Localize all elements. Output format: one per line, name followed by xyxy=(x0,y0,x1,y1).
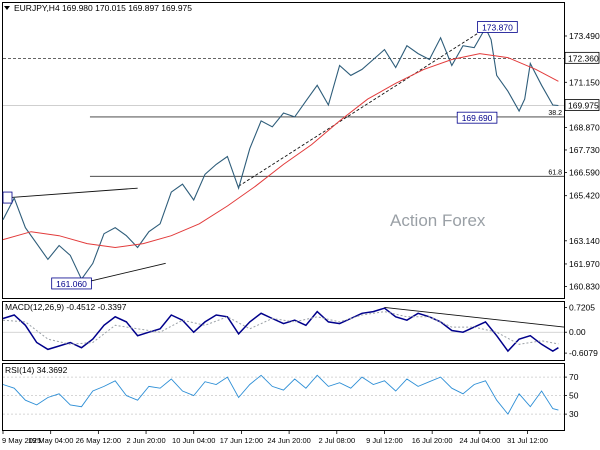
x-tick-label: 2 Jun 20:00 xyxy=(126,436,165,445)
x-tick-label: 24 Jun 20:00 xyxy=(267,436,310,445)
rsi-y-tick-label: 30 xyxy=(569,409,579,419)
watermark: Action Forex xyxy=(390,211,486,230)
price-panel-frame xyxy=(2,2,565,299)
macd-title: MACD(12,26,9) -0.4512 -0.3397 xyxy=(5,302,127,312)
collapse-icon[interactable] xyxy=(4,6,10,10)
price-axis-badge-label: 169.975 xyxy=(568,101,599,111)
rsi-y-axis: 70 50 30 xyxy=(564,372,579,419)
x-tick-label: 10 Jun 04:00 xyxy=(172,436,215,445)
macd-panel-frame xyxy=(2,301,565,361)
x-tick-label: 17 Jun 12:00 xyxy=(220,436,263,445)
price-y-tick-label: 163.140 xyxy=(569,236,600,246)
x-tick-label: 16 Jul 20:00 xyxy=(412,436,453,445)
x-tick-label: 24 Jul 04:00 xyxy=(459,436,500,445)
price-level-labels: 173.870 169.690 161.060 38.2 61.8 xyxy=(2,21,562,290)
moving-average-line xyxy=(2,53,559,249)
x-tick-label: 2 Jul 08:00 xyxy=(318,436,355,445)
x-tick-label: 19 May 04:00 xyxy=(28,436,73,445)
macd-panel: 0.7205 0.00 -0.6079 MACD(12,26,9) -0.4512 … xyxy=(2,301,598,361)
price-y-tick-label: 168.870 xyxy=(569,122,600,132)
macd-trendline xyxy=(384,307,565,328)
fib-61-label: 61.8 xyxy=(548,169,562,176)
rsi-series xyxy=(2,374,559,415)
low-label-box xyxy=(51,277,92,290)
rsi-y-tick-label: 70 xyxy=(569,372,579,382)
price-y-axis: 173.490 171.150 168.870 167.730 166.590 165.4… xyxy=(564,31,600,292)
high-label-box xyxy=(477,21,518,33)
left-level-box xyxy=(2,191,13,204)
signal-line xyxy=(2,311,559,345)
price-axis-badge-label: 172.360 xyxy=(568,53,599,63)
price-panel: Action Forex 173.870 169.690 161.060 38.2 61… xyxy=(2,2,600,299)
macd-y-axis: 0.7205 0.00 -0.6079 xyxy=(564,302,598,358)
macd-y-tick-label: 0.00 xyxy=(569,327,586,337)
price-axis-badge xyxy=(564,99,600,111)
price-line xyxy=(2,26,559,281)
x-tick-label: 26 May 12:00 xyxy=(76,436,121,445)
price-y-tick-label: 171.150 xyxy=(569,77,600,87)
macd-series xyxy=(2,307,559,353)
rsi-panel: 70 50 30 RSI(14) 34.3692 xyxy=(2,363,579,431)
price-trendline xyxy=(238,28,486,187)
price-y-tick-label: 166.590 xyxy=(569,168,600,178)
macd-y-tick-label: -0.6079 xyxy=(569,348,598,358)
price-trendline xyxy=(81,262,166,284)
price-y-tick-label: 165.420 xyxy=(569,191,600,201)
low-label: 161.060 xyxy=(56,279,87,289)
x-tick-label: 9 Jul 12:00 xyxy=(366,436,403,445)
rsi-title: RSI(14) 34.3692 xyxy=(5,365,68,375)
price-y-tick-label: 161.970 xyxy=(569,259,600,269)
macd-y-tick-label: 0.7205 xyxy=(569,302,595,312)
price-series xyxy=(2,26,559,281)
rsi-line xyxy=(2,374,559,415)
price-axis-badge xyxy=(564,51,600,64)
macd-line xyxy=(2,307,559,353)
rsi-levels xyxy=(3,376,564,415)
x-tick-label: 31 Jul 12:00 xyxy=(507,436,548,445)
x-tick-label: 9 May 2025 xyxy=(2,436,41,445)
price-trendlines xyxy=(2,28,486,284)
recent-low-label: 169.690 xyxy=(462,113,493,123)
high-label: 173.870 xyxy=(482,22,513,32)
fib-38-label: 38.2 xyxy=(548,110,562,117)
macd-trendline xyxy=(384,307,565,328)
rsi-y-tick-label: 50 xyxy=(569,391,579,401)
price-y-tick-label: 167.730 xyxy=(569,145,600,155)
rsi-panel-frame xyxy=(2,363,565,431)
price-header: EURJPY,H4 169.980 170.015 169.897 169.97… xyxy=(14,3,192,13)
price-y-tick-label: 160.830 xyxy=(569,282,600,292)
price-trendline xyxy=(2,187,138,199)
price-y-tick-label: 173.490 xyxy=(569,31,600,41)
recent-low-label-box xyxy=(456,111,498,124)
